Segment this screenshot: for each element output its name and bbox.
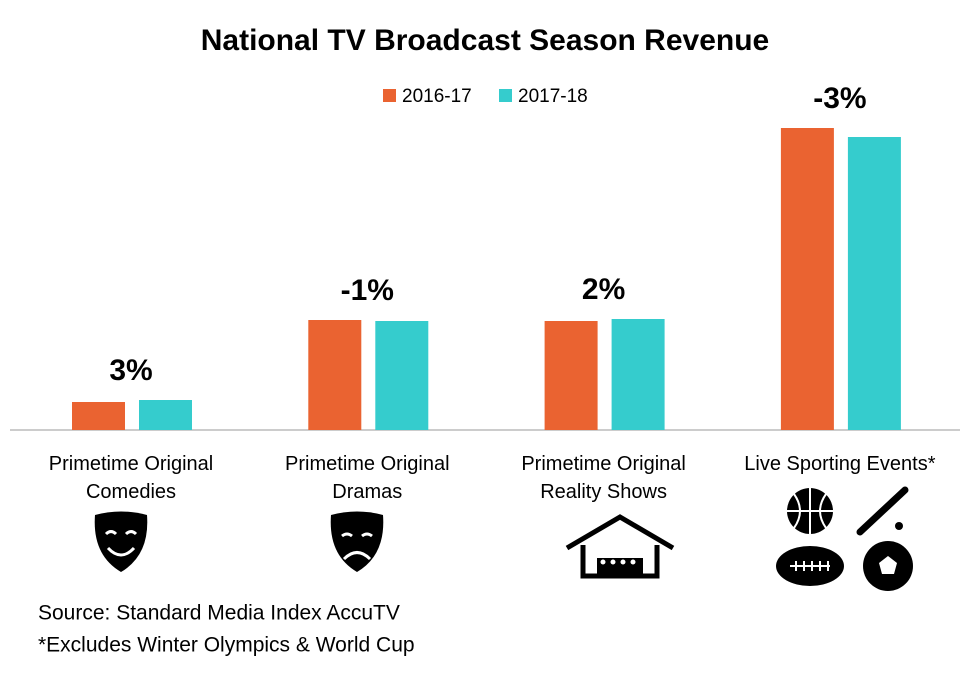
category-label: Primetime Original Reality Shows [521,453,686,503]
change-label: -3% [813,82,866,115]
sports-icons [776,486,913,591]
bar [847,137,901,430]
category-label: Primetime Original Comedies [48,453,214,503]
bar [72,402,125,430]
bar [544,321,598,430]
house-icon [565,514,675,579]
chart-title: National TV Broadcast Season Revenue [201,24,770,57]
note: Source: Standard Media Index AccuTV [38,602,400,625]
legend-label: 2016-17 [402,86,472,107]
change-label: 2% [582,273,625,306]
change-label: -1% [341,274,394,307]
category-label: Live Sporting Events* [744,453,936,475]
bar [375,321,429,430]
legend-swatch [383,89,396,102]
legend-swatch [499,89,512,102]
category-label: Primetime Original Dramas [285,453,450,503]
bar [308,320,362,430]
note: *Excludes Winter Olympics & World Cup [38,634,415,657]
change-label: 3% [109,354,152,387]
drama-mask-icon [330,511,384,572]
bar [611,319,665,430]
legend-label: 2017-18 [518,86,588,107]
comedy-mask-icon [94,511,148,572]
bar [780,128,834,430]
bar [139,400,192,430]
